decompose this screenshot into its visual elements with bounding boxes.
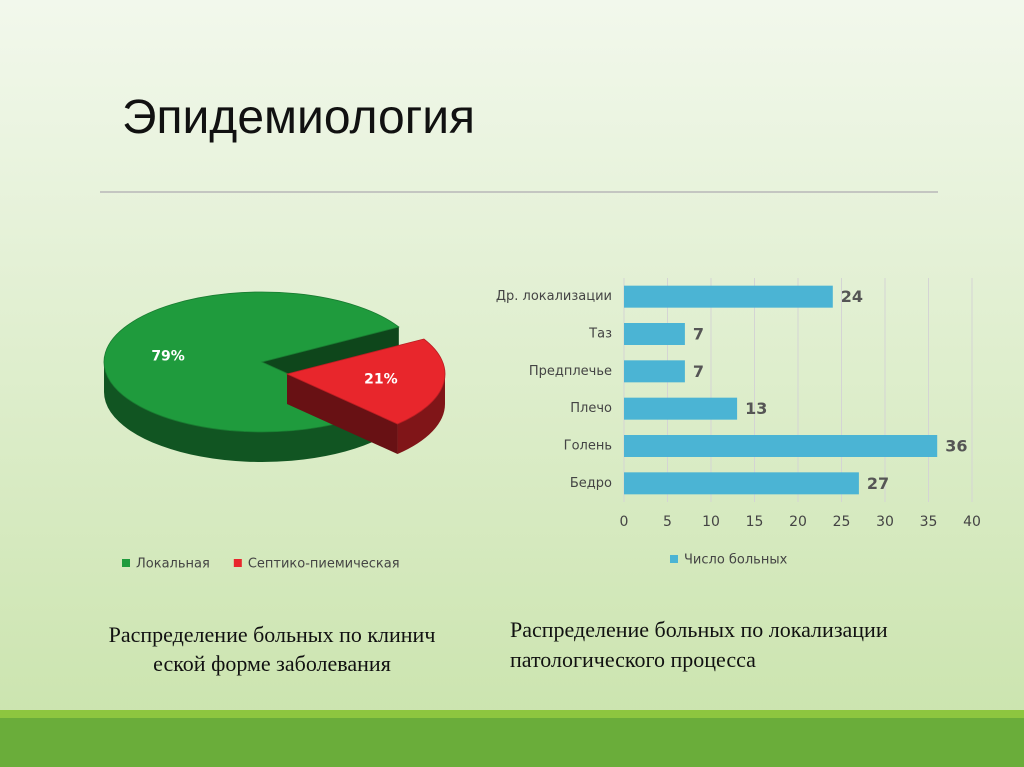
pie-side	[104, 362, 373, 462]
y-tick-label: Др. локализации	[496, 289, 612, 304]
x-tick-label: 40	[963, 514, 981, 530]
y-tick-label: Голень	[564, 439, 612, 454]
x-tick-label: 35	[920, 514, 938, 530]
caption: Распределение больных по клинич	[109, 622, 436, 647]
pie-slice	[285, 338, 446, 425]
footer-stripe	[0, 710, 1024, 718]
x-tick-label: 25	[833, 514, 851, 530]
slide-title: Эпидемиология	[122, 91, 475, 144]
bar	[624, 472, 859, 495]
data-label: 7	[693, 325, 704, 344]
x-tick-label: 10	[702, 514, 720, 530]
data-label: 7	[693, 362, 704, 381]
y-tick-label: Плечо	[570, 401, 612, 416]
y-tick-label: Таз	[588, 327, 612, 342]
x-tick-label: 20	[789, 514, 807, 530]
bar	[624, 360, 685, 383]
bar	[624, 397, 738, 420]
data-label: 36	[945, 437, 967, 456]
y-tick-label: Бедро	[570, 476, 612, 491]
caption: Распределение больных по локализации	[510, 617, 888, 642]
caption: еской форме заболевания	[153, 651, 391, 676]
caption: патологического процесса	[510, 647, 756, 672]
legend-swatch	[233, 559, 242, 567]
data-label: 13	[745, 399, 767, 418]
x-tick-label: 15	[746, 514, 764, 530]
x-tick-label: 0	[620, 514, 629, 530]
x-tick-label: 5	[663, 514, 672, 530]
legend-label: Септико-пиемическая	[248, 557, 400, 572]
y-tick-label: Предплечье	[529, 364, 612, 379]
bar	[624, 285, 833, 308]
data-label: 21%	[364, 372, 398, 388]
legend-swatch	[670, 555, 678, 563]
pie-cut-face	[287, 374, 398, 455]
x-tick-label: 30	[876, 514, 894, 530]
data-label: 79%	[151, 348, 185, 364]
footer-band	[0, 718, 1024, 767]
pie-side	[397, 374, 445, 455]
bar	[624, 435, 938, 457]
data-label: 24	[841, 287, 863, 306]
bar	[624, 323, 685, 345]
legend-label: Число больных	[684, 553, 788, 568]
legend-label: Локальная	[136, 557, 210, 572]
data-label: 27	[867, 474, 889, 493]
legend-swatch	[122, 559, 130, 567]
